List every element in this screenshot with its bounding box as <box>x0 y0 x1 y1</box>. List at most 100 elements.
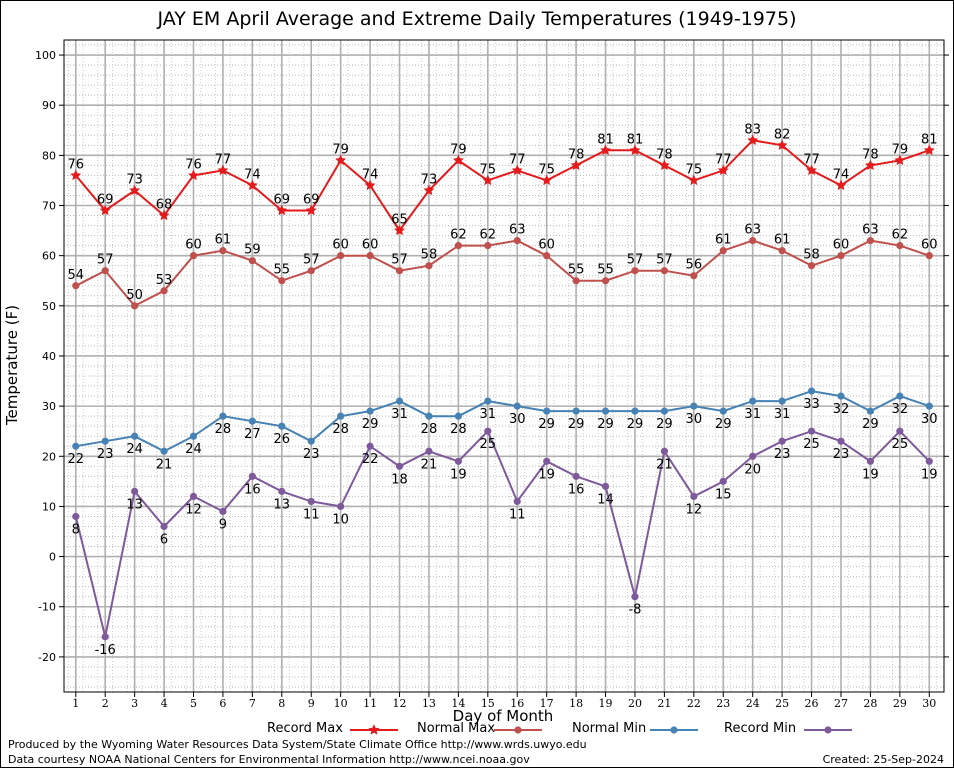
data-point-normal-max <box>778 247 786 255</box>
legend-marker-normal-max <box>514 726 522 734</box>
data-point-normal-max <box>189 252 198 260</box>
data-label-record-min: 25 <box>892 437 909 452</box>
data-label-record-max: 74 <box>362 167 379 182</box>
data-label-normal-max: 55 <box>597 263 614 278</box>
data-point-normal-min <box>925 402 933 410</box>
data-point-normal-max <box>484 242 492 250</box>
data-point-record-min <box>719 477 727 485</box>
data-label-record-min: 12 <box>686 502 703 517</box>
data-label-record-min: 19 <box>538 467 555 482</box>
data-point-normal-max <box>248 257 256 265</box>
data-label-record-max: 78 <box>862 147 879 162</box>
data-label-record-min: 16 <box>568 482 585 497</box>
data-point-normal-max <box>690 272 698 280</box>
x-tick-label: 7 <box>249 697 256 710</box>
data-point-normal-max <box>307 267 315 275</box>
x-tick-label: 23 <box>716 697 730 710</box>
data-point-record-max <box>835 179 847 191</box>
data-point-normal-max <box>454 242 462 250</box>
data-point-record-max <box>776 139 788 150</box>
x-tick-label: 17 <box>540 697 554 710</box>
data-label-record-min: 12 <box>185 502 202 517</box>
data-point-record-min <box>337 502 345 511</box>
series-record-max: 76 69 73 68 76 77 74 69 69 79 74 65 73 79 75 77 75 78 81 81… <box>67 122 938 236</box>
data-label-record-min: 20 <box>744 462 761 477</box>
plot-area <box>64 40 944 692</box>
x-tick-label: 2 <box>102 697 109 710</box>
data-point-record-max <box>129 184 141 196</box>
data-label-record-min: -8 <box>628 603 641 618</box>
x-tick-label: 25 <box>775 697 789 710</box>
data-label-normal-min: 31 <box>774 407 791 422</box>
x-tick-label: 19 <box>599 697 613 710</box>
series-line-normal-max <box>75 239 930 308</box>
x-tick-label: 9 <box>308 697 315 710</box>
data-label-normal-min: 21 <box>156 457 173 472</box>
x-tick-label: 15 <box>481 697 495 710</box>
data-label-record-max: 78 <box>656 147 673 162</box>
data-point-record-max <box>276 204 288 216</box>
data-label-record-max: 76 <box>185 157 202 172</box>
x-tick-label: 3 <box>131 697 138 710</box>
data-label-normal-min: 29 <box>597 417 614 432</box>
x-tick-label: 29 <box>893 697 907 710</box>
data-label-normal-max: 61 <box>715 233 732 248</box>
data-label-normal-min: 28 <box>450 422 467 437</box>
data-point-normal-min <box>337 412 345 420</box>
legend-marker-record-min <box>824 726 832 734</box>
series-normal-max: 54 57 50 53 60 61 59 55 57 60 60 57 58 62 62 63 60 55 55 57… <box>67 223 938 310</box>
data-label-record-min: 21 <box>656 457 673 472</box>
data-label-record-min: 15 <box>715 487 732 502</box>
data-point-record-max <box>865 159 876 170</box>
data-label-record-min: 19 <box>862 467 879 482</box>
legend-label-record-min: Record Min <box>724 721 797 736</box>
data-label-normal-max: 57 <box>97 253 114 268</box>
data-label-normal-max: 62 <box>480 228 497 243</box>
data-label-normal-min: 29 <box>627 417 644 432</box>
data-point-record-min <box>896 427 904 435</box>
data-point-record-min <box>601 482 610 490</box>
data-label-record-max: 73 <box>421 172 438 187</box>
data-label-normal-min: 28 <box>332 422 349 437</box>
data-point-normal-min <box>484 397 492 405</box>
data-point-normal-max <box>896 242 904 250</box>
data-label-record-max: 77 <box>509 152 526 167</box>
series-line-normal-min <box>75 390 930 453</box>
x-tick-label: 24 <box>746 697 760 710</box>
legend-marker-normal-min <box>670 726 678 734</box>
data-label-normal-min: 29 <box>362 417 379 432</box>
data-label-record-max: 69 <box>274 193 291 208</box>
y-tick-label: 10 <box>42 500 56 513</box>
x-tick-label: 27 <box>834 697 848 710</box>
data-point-normal-min <box>690 402 698 410</box>
data-label-record-max: 65 <box>391 213 408 228</box>
data-point-record-max <box>688 174 700 186</box>
data-point-normal-max <box>837 252 845 260</box>
data-label-record-min: 16 <box>244 482 261 497</box>
data-label-record-min: 11 <box>303 507 320 522</box>
y-tick-label: 100 <box>35 49 56 62</box>
data-point-record-max <box>629 144 641 155</box>
y-tick-label: -10 <box>38 601 56 614</box>
data-label-record-max: 77 <box>715 152 732 167</box>
data-point-normal-min <box>896 392 904 400</box>
data-point-record-max <box>747 134 759 145</box>
x-tick-label: 30 <box>922 697 936 710</box>
data-point-normal-max <box>631 267 639 275</box>
data-point-record-min <box>101 633 109 641</box>
data-point-normal-min <box>248 417 256 425</box>
x-tick-label: 4 <box>161 697 168 710</box>
data-label-record-min: 8 <box>72 522 80 537</box>
data-point-record-min <box>454 457 462 465</box>
data-label-record-min: 19 <box>450 467 467 482</box>
data-label-normal-min: 33 <box>803 397 820 412</box>
data-label-record-max: 78 <box>568 147 585 162</box>
data-label-normal-max: 57 <box>627 253 644 268</box>
data-label-normal-min: 31 <box>744 407 761 422</box>
data-point-record-min <box>484 427 492 435</box>
data-point-normal-min <box>101 437 109 445</box>
data-label-record-max: 74 <box>833 167 850 182</box>
data-label-record-max: 77 <box>215 152 232 167</box>
series-normal-min: 22 23 24 21 24 28 27 26 23 28 29 31 28 28 31 30 29 29 29 29… <box>67 387 938 472</box>
data-label-record-max: 81 <box>627 132 644 147</box>
